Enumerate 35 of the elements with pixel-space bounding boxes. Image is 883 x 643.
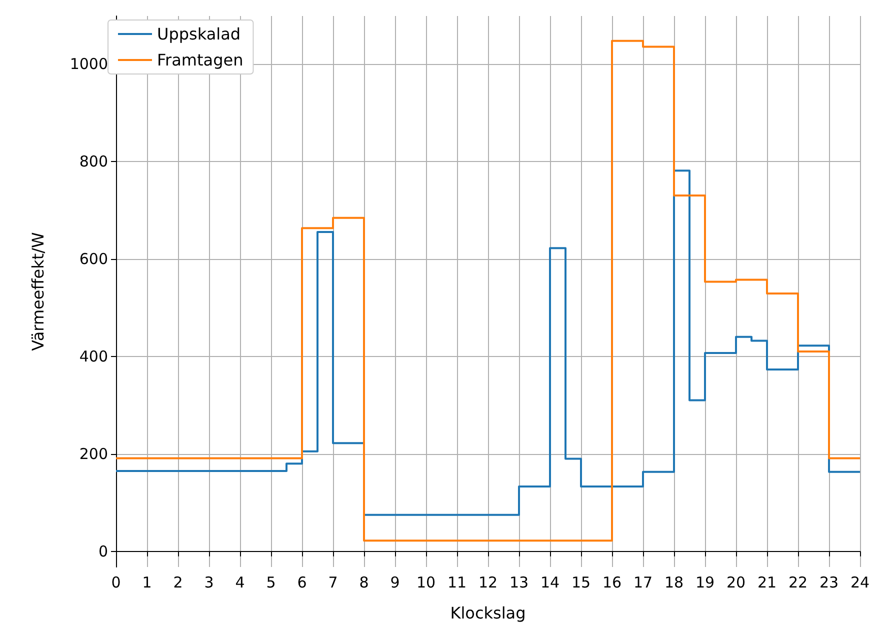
x-tick-label: 13 (509, 574, 529, 592)
y-tick-label: 800 (79, 152, 108, 170)
x-tick-label: 8 (359, 574, 369, 592)
legend-label: Framtagen (157, 50, 244, 70)
y-tick-label: 0 (98, 542, 108, 560)
x-tick-label: 10 (416, 574, 436, 592)
x-tick-label: 12 (478, 574, 498, 592)
x-tick-label: 17 (633, 574, 653, 592)
x-tick-label: 21 (757, 574, 777, 592)
x-tick-label: 3 (204, 574, 214, 592)
x-tick-label: 24 (850, 574, 870, 592)
x-tick-label: 1 (142, 574, 152, 592)
y-tick-label: 1000 (70, 54, 108, 73)
x-tick-label: 18 (664, 574, 684, 592)
y-tick-label: 400 (79, 347, 108, 366)
x-tick-label: 20 (726, 574, 746, 592)
y-tick-label: 200 (79, 444, 108, 463)
x-tick-label: 7 (328, 574, 338, 592)
x-tick-label: 6 (297, 574, 307, 592)
x-tick-label: 23 (819, 574, 839, 592)
legend-label: Uppskalad (157, 24, 241, 44)
x-tick-label: 5 (266, 574, 276, 592)
y-tick-label: 600 (79, 250, 108, 268)
x-tick-label: 16 (602, 574, 622, 592)
x-tick-label: 9 (390, 574, 400, 592)
x-tick-label: 0 (111, 574, 121, 592)
y-axis-title: Värmeeffekt/W (28, 232, 48, 351)
x-tick-label: 4 (235, 574, 245, 592)
x-tick-label: 15 (571, 574, 591, 592)
x-tick-label: 19 (695, 574, 715, 592)
x-tick-label: 11 (447, 574, 467, 592)
x-axis-title: Klockslag (450, 604, 526, 622)
x-tick-label: 14 (540, 574, 560, 592)
x-tick-label: 2 (173, 574, 183, 592)
x-tick-label: 22 (788, 574, 808, 592)
